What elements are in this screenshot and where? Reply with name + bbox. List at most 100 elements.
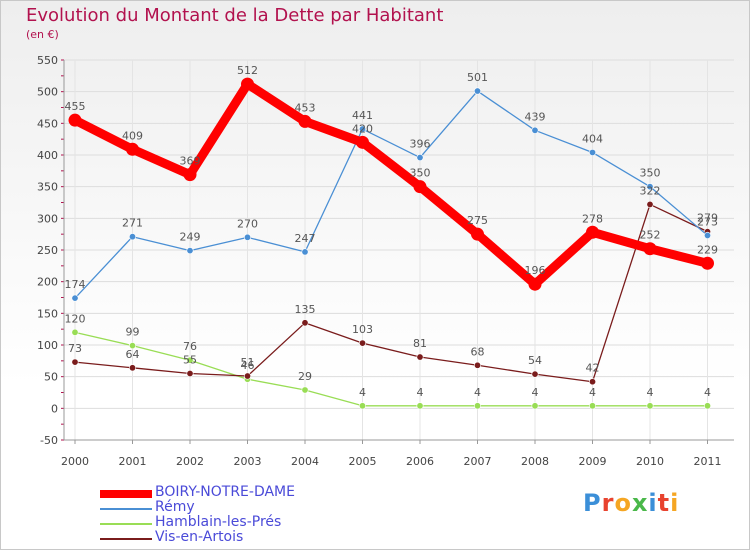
data-label: 73 [68, 342, 82, 355]
data-point [301, 386, 309, 394]
legend-label-remy: Rémy [155, 499, 195, 515]
x-tick-label: 2006 [406, 455, 434, 468]
data-label: 76 [183, 340, 197, 353]
data-point [244, 372, 252, 380]
x-tick-label: 2003 [234, 455, 262, 468]
data-point [531, 126, 539, 134]
series-hamblain-les-pr-s [71, 328, 711, 410]
data-label: 404 [582, 132, 603, 145]
data-point [68, 113, 82, 127]
logo-letter: x [631, 489, 649, 517]
data-point [528, 277, 542, 291]
data-point [588, 148, 596, 156]
data-label: 441 [352, 109, 373, 122]
data-point [588, 402, 596, 410]
data-label: 54 [528, 354, 542, 367]
y-tick-label: 500 [37, 86, 58, 99]
series-r-my [71, 87, 711, 302]
data-point [71, 328, 79, 336]
series-boiry-notre-dame [68, 77, 714, 291]
y-tick-label: 400 [37, 149, 58, 162]
y-tick-label: 250 [37, 244, 58, 257]
data-label: 501 [467, 71, 488, 84]
legend-label-boiry: BOIRY-NOTRE-DAME [155, 484, 295, 500]
series-line [74, 331, 709, 407]
data-point [703, 231, 711, 239]
data-point [186, 356, 194, 364]
data-point [241, 77, 254, 91]
proxiti-logo: Proxiti [583, 489, 679, 517]
data-label: 229 [697, 243, 718, 256]
logo-letter: r [601, 489, 615, 517]
data-label: 4 [474, 386, 481, 399]
data-point [129, 364, 137, 372]
x-tick-label: 2011 [694, 455, 722, 468]
data-point [186, 247, 194, 255]
x-tick-label: 2010 [636, 455, 664, 468]
logo-letter: P [583, 489, 602, 517]
data-point [531, 370, 539, 378]
data-point [413, 180, 427, 194]
y-tick-label: 200 [37, 276, 58, 289]
data-label: 196 [525, 264, 546, 277]
data-label: 252 [640, 229, 661, 242]
data-point [416, 353, 424, 361]
data-label: 249 [180, 231, 201, 244]
x-tick-label: 2001 [119, 455, 147, 468]
data-point [473, 361, 481, 369]
x-tick-label: 2007 [464, 455, 492, 468]
data-label: 4 [647, 386, 654, 399]
legend-label-vis: Vis-en-Artois [155, 529, 244, 545]
data-label: 4 [589, 386, 596, 399]
data-point [71, 358, 79, 366]
data-label: 279 [697, 212, 718, 225]
data-point [356, 135, 369, 149]
legend-swatch-boiry [100, 490, 152, 498]
data-label: 409 [122, 129, 143, 142]
legend-swatch-remy [100, 508, 152, 510]
data-point [126, 142, 139, 156]
data-point [129, 233, 137, 241]
data-label: 51 [241, 356, 255, 369]
legend-label-hamblain: Hamblain-les-Prés [155, 514, 282, 530]
data-point [358, 402, 366, 410]
y-tick-label: 50 [44, 371, 58, 384]
data-label: 275 [467, 214, 488, 227]
data-label: 278 [582, 212, 603, 225]
data-label: 68 [471, 345, 485, 358]
data-point [531, 402, 539, 410]
data-label: 273 [697, 215, 718, 228]
data-point [703, 402, 711, 410]
y-tick-label: -50 [40, 434, 58, 447]
x-tick-label: 2009 [579, 455, 607, 468]
x-tick-label: 2000 [61, 455, 89, 468]
data-label: 350 [410, 167, 431, 180]
data-point [646, 183, 654, 191]
data-point [183, 168, 197, 182]
y-tick-label: 100 [37, 339, 58, 352]
data-label: 4 [359, 386, 366, 399]
chart-title: Evolution du Montant de la Dette par Hab… [26, 5, 444, 26]
y-tick-label: 450 [37, 117, 58, 130]
data-point [358, 125, 366, 133]
data-point [646, 200, 654, 208]
data-point [646, 402, 654, 410]
data-point [358, 339, 366, 347]
series-vis-en-artois [71, 200, 711, 386]
data-point [186, 369, 194, 377]
series-line [70, 79, 712, 289]
data-label: 270 [237, 217, 258, 230]
data-label: 55 [183, 354, 197, 367]
data-point [588, 378, 596, 386]
data-point [416, 402, 424, 410]
chart-subtitle: (en €) [26, 28, 59, 41]
data-label: 455 [65, 100, 86, 113]
data-label: 4 [704, 386, 711, 399]
logo-letter: t [657, 489, 671, 517]
y-tick-label: 550 [37, 54, 58, 67]
data-point [301, 248, 309, 256]
data-label: 135 [295, 303, 316, 316]
data-point [473, 402, 481, 410]
data-label: 46 [241, 359, 255, 372]
